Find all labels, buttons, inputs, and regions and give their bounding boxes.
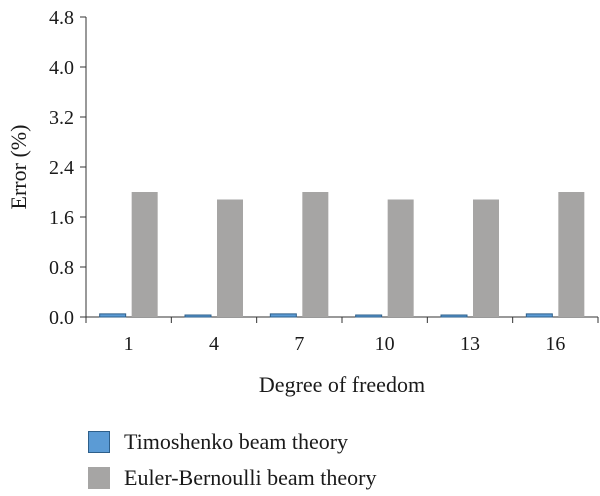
plot-area: 0.0 0.8 1.6 2.4 3.2 4.0 4.8 1 4 7 10 13 16 Error (%) D… <box>6 7 599 397</box>
bar-euler-bernoulli <box>217 199 243 317</box>
bar-euler-bernoulli <box>558 192 585 317</box>
legend-swatch-euler-bernoulli <box>88 467 110 489</box>
y-axis-title: Error (%) <box>6 125 31 210</box>
x-axis-title: Degree of freedom <box>259 372 425 397</box>
bar-timoshenko <box>99 313 127 318</box>
legend-item-timoshenko: Timoshenko beam theory <box>88 424 376 460</box>
bar-euler-bernoulli <box>473 199 499 317</box>
bar-timoshenko <box>525 313 553 318</box>
legend-label-timoshenko: Timoshenko beam theory <box>124 429 349 454</box>
y-tick-label: 0.8 <box>49 257 74 279</box>
x-tick-label: 10 <box>375 333 395 355</box>
y-tick-label: 3.2 <box>49 107 74 129</box>
bar-timoshenko <box>269 313 297 318</box>
legend-label-euler-bernoulli: Euler-Bernoulli beam theory <box>124 465 377 490</box>
y-tick-label: 4.0 <box>49 57 74 79</box>
x-tick-label: 1 <box>124 333 134 355</box>
x-tick-label: 4 <box>209 333 219 355</box>
bar-euler-bernoulli <box>302 192 329 317</box>
bar-euler-bernoulli <box>387 199 414 317</box>
legend-item-euler-bernoulli: Euler-Bernoulli beam theory <box>88 460 376 496</box>
x-tick-label: 13 <box>460 333 480 355</box>
legend-swatch-timoshenko <box>88 431 110 453</box>
y-tick-label: 2.4 <box>49 157 74 179</box>
y-tick-label: 0.0 <box>49 307 74 329</box>
y-tick-label: 4.8 <box>49 7 74 29</box>
bar-timoshenko <box>184 314 212 318</box>
bar-chart: 0.0 0.8 1.6 2.4 3.2 4.0 4.8 1 4 7 10 13 16 Error (%) D… <box>6 7 599 397</box>
legend: Timoshenko beam theory Euler-Bernoulli b… <box>88 424 376 496</box>
x-tick-label: 7 <box>294 333 304 355</box>
bar-timoshenko <box>440 314 468 318</box>
x-tick-label: 16 <box>545 333 565 355</box>
y-tick-label: 1.6 <box>49 207 74 229</box>
bar-timoshenko <box>355 314 383 318</box>
bar-euler-bernoulli <box>131 192 158 317</box>
